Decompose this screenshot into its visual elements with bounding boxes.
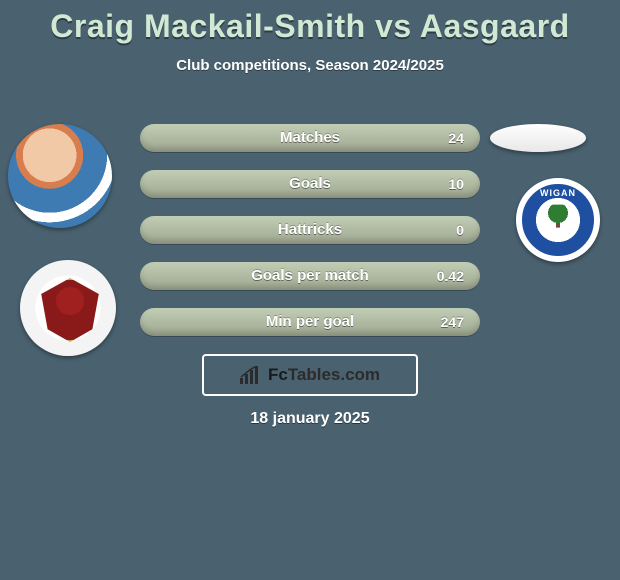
bar-chart-icon [240, 366, 262, 384]
stat-row-goals-per-match: Goals per match 0.42 [140, 262, 480, 290]
stat-row-goals: Goals 10 [140, 170, 480, 198]
club-badge-left [20, 260, 116, 356]
brand-box: FcTables.com [202, 354, 418, 396]
stat-label: Hattricks [140, 216, 480, 244]
stat-value: 247 [441, 308, 464, 336]
club-badge-right-icon [545, 205, 571, 233]
stat-label: Min per goal [140, 308, 480, 336]
stat-value: 24 [448, 124, 464, 152]
club-badge-right: WIGAN [516, 178, 600, 262]
stat-value: 0 [456, 216, 464, 244]
stat-row-hattricks: Hattricks 0 [140, 216, 480, 244]
stat-value: 0.42 [437, 262, 464, 290]
player-right-avatar [490, 124, 586, 152]
stat-row-min-per-goal: Min per goal 247 [140, 308, 480, 336]
stat-value: 10 [448, 170, 464, 198]
player-left-avatar [8, 124, 112, 228]
brand-suffix: Tables.com [288, 365, 380, 384]
stats-panel: Matches 24 Goals 10 Hattricks 0 Goals pe… [140, 124, 480, 354]
stat-label: Goals per match [140, 262, 480, 290]
brand-text: FcTables.com [268, 365, 380, 385]
brand-prefix: Fc [268, 365, 288, 384]
snapshot-date: 18 january 2025 [0, 410, 620, 428]
page-subtitle: Club competitions, Season 2024/2025 [0, 57, 620, 74]
stat-label: Matches [140, 124, 480, 152]
stat-label: Goals [140, 170, 480, 198]
stat-row-matches: Matches 24 [140, 124, 480, 152]
page-title: Craig Mackail-Smith vs Aasgaard [0, 0, 620, 45]
